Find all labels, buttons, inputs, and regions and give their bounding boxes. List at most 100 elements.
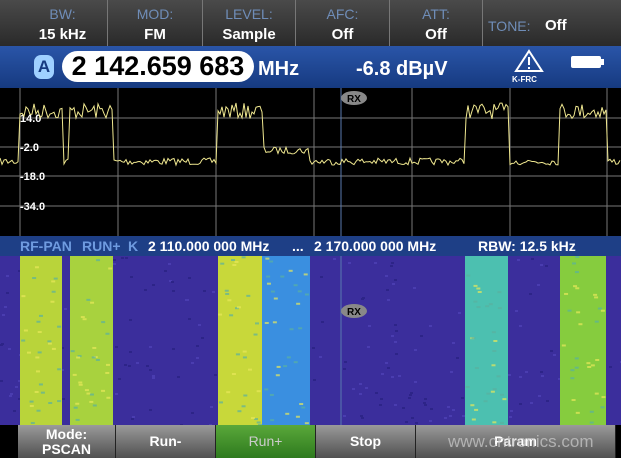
- band-noise: [26, 351, 31, 354]
- status-cell: BW: 15 kHz: [18, 0, 108, 46]
- band-noise: [490, 390, 495, 393]
- noise: [509, 416, 512, 418]
- band-noise: [236, 306, 241, 309]
- noise: [6, 275, 9, 277]
- band-noise: [589, 410, 594, 413]
- noise: [550, 350, 553, 352]
- noise: [541, 375, 544, 377]
- band-noise: [105, 371, 110, 374]
- band-noise: [76, 356, 81, 359]
- noise: [391, 262, 394, 264]
- band-noise: [272, 321, 277, 324]
- noise: [171, 281, 174, 283]
- frequency-unit: MHz: [258, 58, 300, 80]
- band-noise: [38, 314, 43, 317]
- band-noise: [474, 408, 479, 411]
- signal-band: [218, 256, 262, 425]
- band-noise: [101, 389, 106, 392]
- status-label: ATT:: [422, 6, 450, 22]
- noise: [414, 381, 417, 383]
- noise: [10, 393, 13, 395]
- band-noise: [303, 273, 308, 276]
- softkey[interactable]: Run-: [116, 425, 216, 458]
- noise: [452, 409, 455, 411]
- noise: [537, 284, 540, 286]
- rbw: RBW: 12.5 kHz: [478, 238, 576, 254]
- band-noise: [237, 410, 242, 413]
- noise: [413, 287, 416, 289]
- noise: [177, 376, 180, 378]
- band-noise: [95, 358, 100, 361]
- band-noise: [242, 356, 247, 359]
- noise: [408, 397, 411, 399]
- status-bar: BW: 15 kHz MOD: FM LEVEL: Sample AFC: Off ATT: Of…: [0, 0, 621, 46]
- noise: [456, 357, 459, 359]
- noise: [15, 386, 18, 388]
- noise: [458, 312, 461, 314]
- noise: [360, 415, 363, 417]
- band-noise: [225, 292, 230, 295]
- noise: [129, 319, 132, 321]
- noise: [450, 371, 453, 373]
- pan-mode: RF-PAN: [20, 238, 72, 254]
- band-noise: [247, 368, 252, 371]
- band-noise: [253, 333, 258, 336]
- noise: [394, 324, 397, 326]
- warning-icon: [514, 49, 544, 72]
- band-noise: [255, 322, 260, 325]
- stop-frequency: 2 170.000 000 MHz: [314, 238, 437, 254]
- noise: [517, 259, 520, 261]
- band-noise: [471, 337, 476, 340]
- signal-band: [262, 256, 310, 425]
- noise: [136, 362, 139, 364]
- band-noise: [486, 392, 491, 395]
- noise: [558, 378, 561, 380]
- band-noise: [57, 368, 62, 371]
- range-separator: ...: [292, 238, 304, 254]
- softkey[interactable]: Mode: PSCAN: [18, 425, 116, 458]
- status-value: 15 kHz: [38, 26, 87, 43]
- noise: [344, 361, 347, 363]
- noise: [430, 408, 433, 410]
- band-noise: [597, 307, 602, 310]
- band-noise: [47, 342, 52, 345]
- band-noise: [574, 366, 579, 369]
- band-noise: [241, 405, 246, 408]
- noise: [8, 348, 11, 350]
- noise: [196, 345, 199, 347]
- band-noise: [96, 259, 101, 262]
- band-noise: [86, 298, 91, 301]
- band-noise: [601, 396, 606, 399]
- band-noise: [105, 363, 110, 366]
- band-noise: [34, 390, 39, 393]
- band-noise: [561, 344, 566, 347]
- noise: [152, 377, 155, 379]
- band-noise: [51, 290, 56, 293]
- band-noise: [493, 339, 498, 342]
- noise: [423, 402, 426, 404]
- band-noise: [574, 271, 579, 274]
- band-noise: [30, 421, 35, 424]
- band-noise: [293, 284, 298, 287]
- noise: [391, 335, 394, 337]
- band-noise: [89, 393, 94, 396]
- noise: [462, 415, 465, 417]
- softkey[interactable]: Stop: [316, 425, 416, 458]
- band-noise: [570, 369, 575, 372]
- band-noise: [576, 311, 581, 314]
- band-noise: [36, 370, 41, 373]
- noise: [210, 406, 213, 408]
- softkey-text: Mode:: [45, 425, 88, 442]
- band-noise: [600, 309, 605, 312]
- band-noise: [573, 285, 578, 288]
- status-label: LEVEL:: [225, 6, 273, 22]
- band-noise: [264, 321, 269, 324]
- band-noise: [587, 365, 592, 368]
- start-frequency: 2 110.000 000 MHz: [148, 238, 270, 254]
- softkey[interactable]: Run+: [216, 425, 316, 458]
- softkey[interactable]: Param: [416, 425, 616, 458]
- band-noise: [266, 282, 271, 285]
- noise: [313, 379, 316, 381]
- noise: [118, 378, 121, 380]
- noise: [132, 416, 135, 418]
